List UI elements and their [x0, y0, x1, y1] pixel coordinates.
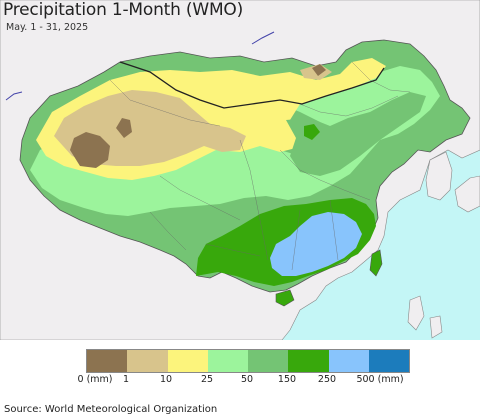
japan-island — [454, 175, 480, 213]
lake-mark — [251, 31, 275, 45]
philippines-island — [407, 295, 425, 331]
korea-landmass — [425, 151, 453, 201]
legend-tick-label: 50 — [240, 374, 254, 385]
legend-swatch-25-50mm — [207, 350, 248, 372]
legend-tick-label: 0 (mm) — [77, 374, 113, 385]
precipitation-map — [0, 0, 480, 340]
mongolia-border — [119, 61, 385, 109]
precip-50-150mm — [286, 92, 426, 176]
legend-swatch-150-250mm — [288, 350, 329, 372]
precip-250-500mm — [270, 212, 362, 276]
precip-150-250mm — [304, 124, 320, 140]
legend-tick-label: 250 — [317, 374, 337, 385]
legend-swatch-10-25mm — [167, 350, 208, 372]
philippines-island — [429, 315, 443, 339]
taiwan-island — [369, 249, 383, 277]
legend-tick-label: 1 — [122, 374, 130, 385]
legend-swatch-0-1mm — [87, 350, 128, 372]
legend-swatch-250-500mm — [328, 350, 369, 372]
legend-tick-label: 150 — [277, 374, 297, 385]
legend-swatch-500mm-plus — [368, 350, 409, 372]
lake-mark — [5, 91, 23, 101]
legend-swatch-1-10mm — [127, 350, 168, 372]
color-legend — [86, 349, 410, 373]
legend-tick-label: 500 (mm) — [356, 374, 404, 385]
legend-tick-label: 25 — [200, 374, 214, 385]
source-credit: Source: World Meteorological Organizatio… — [4, 404, 218, 415]
province-boundaries — [109, 61, 411, 271]
precip-0-1mm — [70, 132, 110, 168]
legend-swatch-50-150mm — [248, 350, 289, 372]
precip-0-1mm — [312, 64, 326, 76]
legend-tick-label: 10 — [159, 374, 173, 385]
hainan-island — [275, 289, 295, 307]
legend-tick-labels: 0 (mm) 1 10 25 50 150 250 500 (mm) — [0, 374, 480, 388]
precip-0-1mm — [116, 118, 132, 138]
map-title: Precipitation 1-Month (WMO) — [3, 0, 244, 20]
date-range: May. 1 - 31, 2025 — [6, 22, 89, 33]
